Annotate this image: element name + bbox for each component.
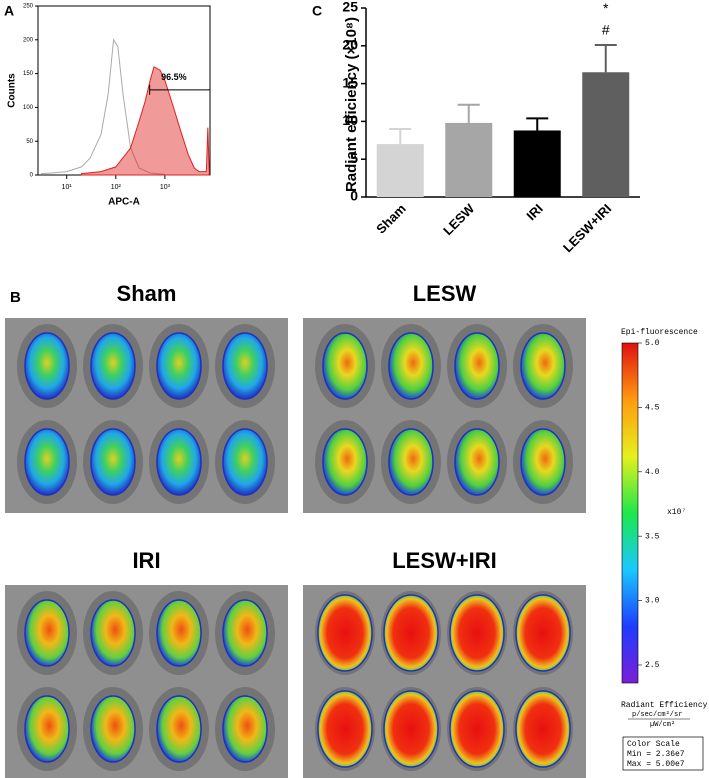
- x-tick-label: LESW: [440, 200, 478, 238]
- kidney: [24, 428, 70, 496]
- x-tick-label: IRI: [523, 201, 545, 223]
- group-title: IRI: [132, 548, 160, 573]
- y-axis-label: Counts: [7, 73, 18, 108]
- y-tick-label: 0: [350, 188, 358, 204]
- kidney: [156, 599, 202, 667]
- y-tick-label: 10: [342, 112, 358, 128]
- scale-box: [622, 736, 704, 771]
- kidney: [24, 695, 70, 763]
- unit-numerator: p/sec/cm²/sr: [632, 711, 682, 719]
- gate-label: 96.5%: [161, 72, 187, 82]
- kidney: [90, 695, 136, 763]
- kidney: [156, 332, 202, 400]
- kidney: [454, 428, 500, 496]
- colorbar-title: Epi-fluorescence: [621, 328, 698, 337]
- panel-letter: B: [10, 289, 21, 306]
- group-title: Sham: [117, 281, 177, 306]
- y-tick-label: 25: [342, 0, 358, 15]
- panel-b: B Sham LESW IRI LESW+IRI: [5, 281, 586, 778]
- scale-box-line: Max = 5.00e7: [627, 760, 685, 769]
- y-tick-label: 100: [23, 105, 34, 111]
- kidney: [222, 599, 268, 667]
- kidney: [388, 428, 434, 496]
- colorbar-tick-label: 2.5: [645, 661, 660, 670]
- unit-denominator: µW/cm²: [650, 721, 675, 729]
- histogram-line: [41, 38, 165, 175]
- kidney: [520, 332, 566, 400]
- panel-letter: A: [4, 3, 14, 19]
- x-tick-label: 10¹: [62, 184, 73, 191]
- colorbar: [621, 342, 639, 684]
- group-title: LESW: [413, 281, 477, 306]
- bar: [445, 122, 493, 197]
- quantity-label: Radiant Efficiency: [621, 701, 708, 710]
- panel-letter: C: [312, 3, 322, 19]
- kidney: [515, 594, 571, 672]
- kidney: [520, 428, 566, 496]
- bar: [376, 144, 424, 197]
- kidney: [317, 690, 373, 768]
- kidney: [454, 332, 500, 400]
- colorbar-tick-label: 3.5: [645, 532, 660, 541]
- bar: [513, 130, 561, 197]
- kidney: [383, 690, 439, 768]
- y-tick-label: 20: [342, 37, 358, 53]
- kidney: [90, 332, 136, 400]
- scale-box-line: Min = 2.36e7: [627, 750, 685, 759]
- kidney: [322, 332, 368, 400]
- group-title: LESW+IRI: [392, 548, 497, 573]
- kidney: [515, 690, 571, 768]
- y-tick-label: 250: [23, 4, 34, 10]
- kidney: [222, 695, 268, 763]
- bar: [582, 72, 630, 197]
- y-tick-label: 150: [23, 71, 34, 77]
- x-tick-label: 10³: [160, 184, 171, 191]
- kidney: [222, 428, 268, 496]
- colorbar-tick-label: 4.0: [645, 468, 660, 477]
- kidney: [388, 332, 434, 400]
- kidney: [449, 690, 505, 768]
- x-axis-label: APC-A: [108, 197, 140, 208]
- histogram-area: [80, 66, 210, 176]
- y-tick-label: 15: [342, 74, 358, 90]
- kidney: [156, 695, 202, 763]
- y-tick-label: 50: [26, 139, 33, 145]
- x-tick-label: 10²: [111, 184, 122, 191]
- colorbar-tick-label: 3.0: [645, 597, 660, 606]
- kidney: [156, 428, 202, 496]
- colorbar-tick-label: 4.5: [645, 404, 660, 413]
- kidney: [222, 332, 268, 400]
- y-tick-label: 0: [30, 173, 34, 179]
- colorbar-unit: x10⁷: [667, 508, 686, 517]
- scale-box-line: Color Scale: [627, 740, 680, 749]
- x-tick-label: LESW+IRI: [560, 201, 614, 255]
- x-tick-label: Sham: [373, 201, 409, 237]
- kidney: [90, 428, 136, 496]
- colorbar-tick-label: 5.0: [645, 339, 660, 348]
- kidney: [24, 332, 70, 400]
- y-tick-label: 5: [350, 150, 358, 166]
- kidney: [24, 599, 70, 667]
- y-tick-label: 200: [23, 37, 34, 43]
- kidney: [322, 428, 368, 496]
- kidney: [90, 599, 136, 667]
- significance-mark: *: [603, 0, 609, 16]
- y-axis-label: Radiant efficiency (×10⁸): [343, 17, 360, 192]
- kidney: [383, 594, 439, 672]
- kidney: [317, 594, 373, 672]
- kidney: [449, 594, 505, 672]
- significance-mark: #: [602, 22, 610, 38]
